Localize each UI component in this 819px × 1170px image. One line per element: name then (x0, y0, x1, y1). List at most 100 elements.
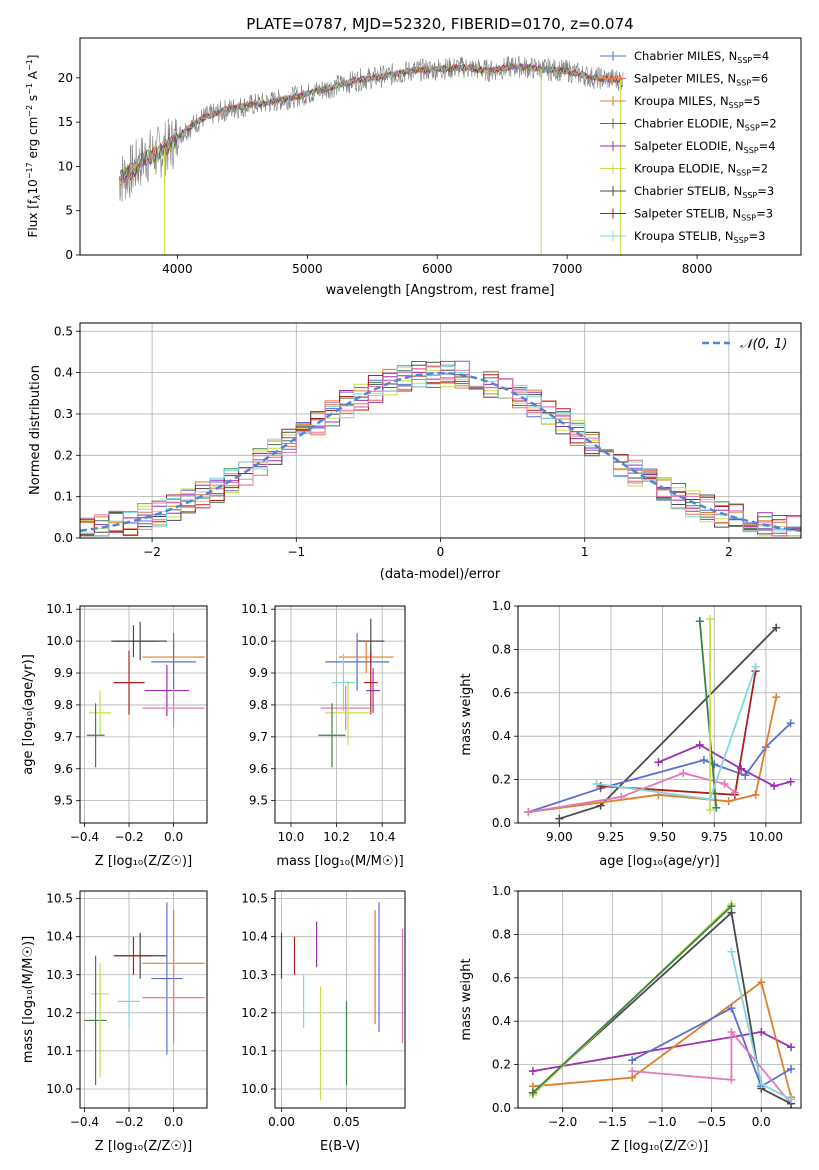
age-vs-mass-xtick-label: 10.2 (323, 830, 350, 844)
mass-weight-vs-age-xtick-label: 9.75 (701, 830, 728, 844)
figure-title: PLATE=0787, MJD=52320, FIBERID=0170, z=0… (246, 15, 633, 33)
mass-weight-line (532, 980, 792, 1098)
residual-histogram-step (79, 365, 801, 538)
mass-weight-vs-Z-ylabel: mass weight (459, 958, 474, 1040)
age-vs-Z-ytick-label: 9.8 (54, 698, 73, 712)
mass-weight-line (532, 905, 733, 1094)
mass-vs-Z-panel: −0.4 −0.2 0.0 10.0 10.1 10.2 10.3 10.4 10.5 Z [lo… (21, 890, 208, 1154)
mass-vs-Z-xtick-label: −0.4 (70, 1115, 99, 1129)
spectrum-legend: Chabrier MILES, NSSP=4 Salpeter MILES, NS… (600, 49, 777, 245)
observed-spectrum-line (118, 55, 624, 202)
residual-panel: −2 −1 0 1 2 0.0 0.1 0.2 0.3 0.4 0.5 (data-model)/e… (28, 322, 802, 582)
mass-weight-vs-age-ylabel: mass weight (459, 673, 474, 755)
legend-label: Chabrier MILES, NSSP=4 (634, 49, 769, 65)
age-vs-Z-xtick-label: −0.4 (70, 830, 99, 844)
mass-vs-ebv-panel: 0.00 0.05 10.0 10.1 10.2 10.3 10.4 10.5 E(B-V) (241, 890, 406, 1154)
mass-weight-vs-age-axes (517, 605, 802, 824)
mass-weight-vs-age-panel: 9.00 9.25 9.50 9.75 10.00 0.0 0.2 0.4 0.6 0.8 1.0 a… (459, 599, 802, 869)
mass-vs-Z-ytick-label: 10.0 (46, 1082, 73, 1096)
legend-label: Kroupa ELODIE, NSSP=2 (634, 162, 768, 178)
mass-vs-Z-ytick-label: 10.4 (46, 930, 73, 944)
age-vs-mass-ytick-label: 9.7 (249, 730, 268, 744)
mass-vs-Z-xtick-label: 0.0 (164, 1115, 183, 1129)
age-vs-mass-ytick-label: 9.8 (249, 698, 268, 712)
age-vs-mass-axes (274, 605, 406, 824)
residual-ytick-label: 0.4 (54, 366, 73, 380)
residual-xlabel: (data-model)/error (380, 567, 501, 582)
mass-weight-vs-Z-xtick-label: −2.0 (548, 1115, 577, 1129)
mass-vs-ebv-ytick-label: 10.0 (241, 1082, 268, 1096)
mass-vs-ebv-xtick-label: 0.00 (268, 1115, 295, 1129)
spectrum-panel: 4000 5000 6000 7000 8000 0 5 10 15 20 wavelength … (25, 37, 802, 298)
mass-weight-vs-Z-xtick-label: 0.0 (752, 1115, 771, 1129)
mass-weight-line (632, 1029, 792, 1105)
spectrum-ytick-label: 10 (58, 159, 73, 173)
residual-xtick-label: 1 (581, 545, 589, 559)
mass-weight-vs-age-ytick-label: 1.0 (492, 599, 511, 613)
legend-label: Chabrier STELIB, NSSP=3 (634, 184, 774, 200)
mass-weight-vs-Z-panel: −2.0 −1.5 −1.0 −0.5 0.0 0.0 0.2 0.4 0.6 0.8 1.0 Z [… (459, 884, 802, 1154)
mass-weight-vs-age-xtick-label: 9.00 (546, 830, 573, 844)
age-vs-Z-ytick-label: 9.6 (54, 762, 73, 776)
legend-label: Salpeter MILES, NSSP=6 (634, 72, 768, 88)
residual-ytick-label: 0.2 (54, 448, 73, 462)
residual-ytick-label: 0.1 (54, 490, 73, 504)
spectrum-axes (79, 37, 802, 256)
legend-label: Chabrier ELODIE, NSSP=2 (634, 117, 777, 133)
age-vs-Z-axes (79, 605, 208, 824)
legend-label: Salpeter ELODIE, NSSP=4 (634, 139, 776, 155)
mass-weight-vs-Z-xtick-label: −1.0 (647, 1115, 676, 1129)
age-vs-mass-panel: 10.0 10.2 10.4 9.5 9.6 9.7 9.8 9.9 10.0 10.1 mass … (241, 602, 406, 869)
mass-weight-vs-age-ytick-label: 0.8 (492, 642, 511, 656)
mass-weight-line (631, 1006, 792, 1088)
mass-vs-Z-axes (79, 890, 208, 1109)
spectrum-xtick-label: 7000 (552, 262, 583, 276)
age-vs-Z-ytick-label: 9.5 (54, 794, 73, 808)
mass-vs-ebv-axes (274, 890, 406, 1109)
mass-vs-ebv-xtick-label: 0.05 (333, 1115, 360, 1129)
normal-legend-label: 𝒩(0, 1) (740, 337, 787, 352)
legend-label: Salpeter STELIB, NSSP=3 (634, 207, 773, 223)
mass-vs-ebv-ytick-label: 10.3 (241, 968, 268, 982)
age-vs-mass-ytick-label: 9.9 (249, 666, 268, 680)
residual-ytick-label: 0.0 (54, 531, 73, 545)
mass-vs-Z-ylabel: mass [log₁₀(M/M☉)] (21, 936, 36, 1063)
age-vs-Z-xtick-label: 0.0 (164, 830, 183, 844)
spectrum-xlabel: wavelength [Angstrom, rest frame] (326, 283, 555, 298)
spectrum-xtick-label: 5000 (292, 262, 323, 276)
legend-label: Kroupa STELIB, NSSP=3 (634, 229, 765, 245)
mass-weight-vs-age-ytick-label: 0.4 (492, 729, 511, 743)
spectrum-ytick-label: 5 (65, 204, 73, 218)
age-vs-mass-xlabel: mass [log₁₀(M/M☉)] (276, 854, 403, 869)
spectrum-ylabel: Flux [fλ10−17 erg cm−2 s−1 A−1] (25, 55, 43, 238)
mass-weight-vs-Z-axes (517, 890, 802, 1109)
mass-weight-line (532, 910, 792, 1105)
age-vs-Z-ylabel: age [log₁₀(age/yr)] (21, 654, 36, 775)
legend-label: Kroupa MILES, NSSP=5 (634, 94, 760, 110)
mass-weight-vs-Z-ytick-label: 0.6 (492, 971, 511, 985)
mass-vs-ebv-ytick-label: 10.5 (241, 892, 268, 906)
mass-vs-Z-ytick-label: 10.2 (46, 1006, 73, 1020)
mass-vs-ebv-ytick-label: 10.1 (241, 1044, 268, 1058)
age-vs-Z-panel: −0.4 −0.2 0.0 9.5 9.6 9.7 9.8 9.9 10.0 10.1 Z [log… (21, 602, 208, 869)
age-vs-mass-xtick-label: 10.4 (369, 830, 396, 844)
residual-ylabel: Normed distribution (28, 365, 43, 495)
age-vs-mass-ytick-label: 10.1 (241, 602, 268, 616)
mass-weight-vs-age-ytick-label: 0.0 (492, 816, 511, 830)
mass-vs-Z-ytick-label: 10.1 (46, 1044, 73, 1058)
mass-weight-vs-Z-ytick-label: 0.8 (492, 927, 511, 941)
mass-vs-ebv-xlabel: E(B-V) (320, 1139, 360, 1154)
age-vs-mass-ytick-label: 9.5 (249, 794, 268, 808)
residual-xtick-label: 2 (725, 545, 733, 559)
spectrum-xtick-label: 8000 (682, 262, 713, 276)
mass-vs-Z-ytick-label: 10.3 (46, 968, 73, 982)
spectrum-ytick-label: 20 (58, 71, 73, 85)
mass-weight-vs-age-ytick-label: 0.6 (492, 686, 511, 700)
mass-vs-ebv-ytick-label: 10.4 (241, 930, 268, 944)
residual-legend: 𝒩(0, 1) (702, 337, 787, 352)
model-spectrum-line (119, 62, 622, 183)
mass-weight-vs-age-xtick-label: 9.50 (649, 830, 676, 844)
residual-xtick-label: 0 (437, 545, 445, 559)
mass-weight-vs-Z-xtick-label: −0.5 (697, 1115, 726, 1129)
